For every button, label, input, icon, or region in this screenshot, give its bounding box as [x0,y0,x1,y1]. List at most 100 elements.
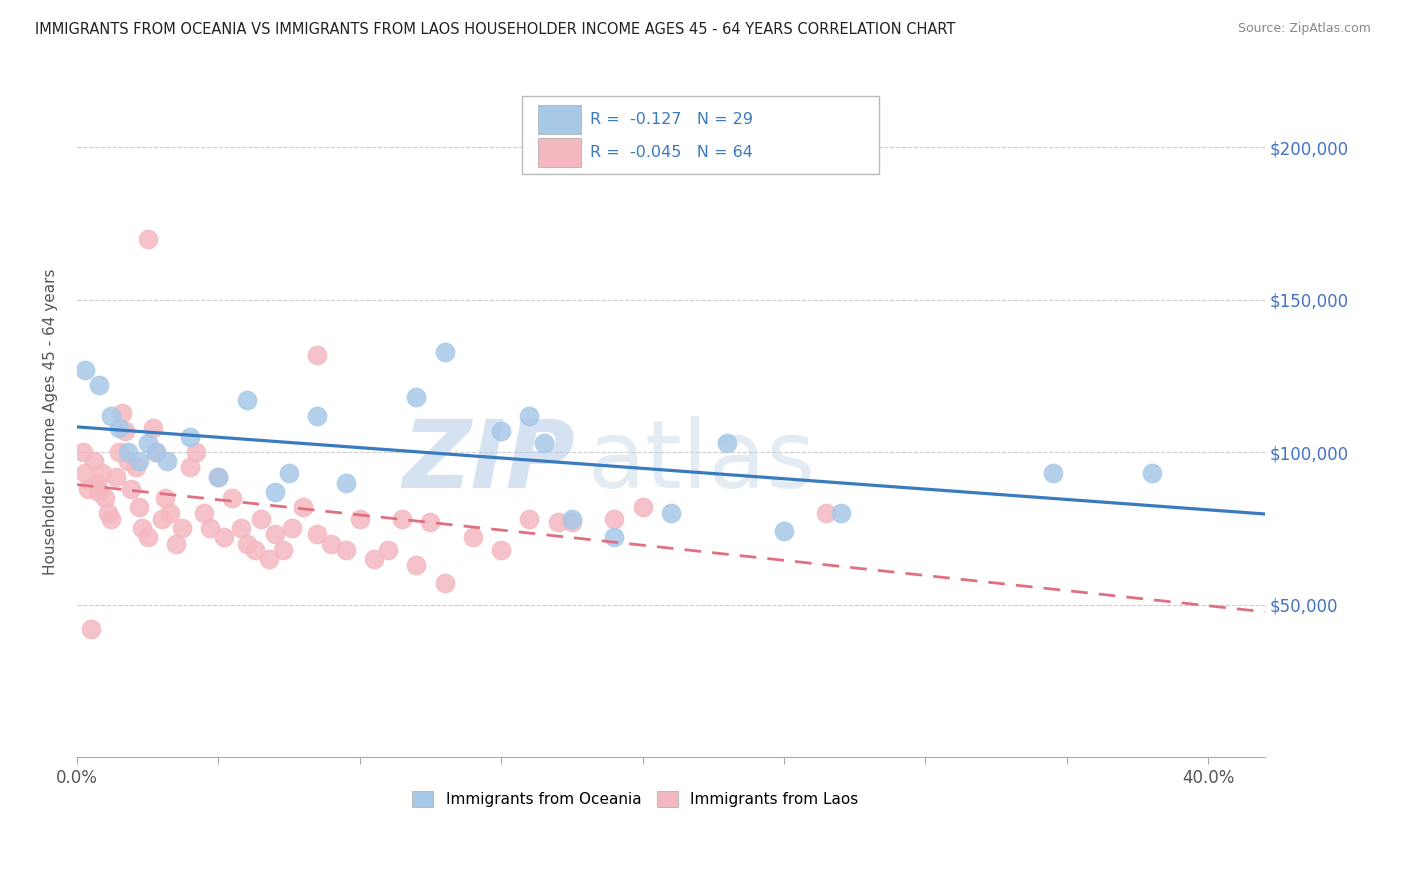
Point [86,475,108,490]
Point [108,421,131,435]
Point [111,405,134,419]
Point [273,542,295,557]
Point [159,506,181,520]
Point [278,467,301,481]
Point [136,531,159,545]
Point [150,512,173,526]
Point [165,536,187,550]
Point [335,475,357,490]
FancyBboxPatch shape [538,138,581,167]
Point [179,430,201,444]
Point [170,521,193,535]
Point [377,542,399,557]
Point [128,454,150,468]
Point [235,393,257,408]
Point [114,424,136,438]
FancyBboxPatch shape [523,96,879,174]
Point [281,521,304,535]
Point [519,512,541,526]
Point [198,521,221,535]
Point [212,531,235,545]
Point [461,531,484,545]
Point [108,445,131,459]
Point [145,445,167,459]
Point [561,512,583,526]
Point [128,500,150,514]
Point [489,542,512,557]
Point [433,576,456,591]
Point [207,469,229,483]
Point [307,409,329,423]
Point [363,551,385,566]
Point [815,506,838,520]
Text: R =  -0.127   N = 29: R = -0.127 N = 29 [591,112,754,127]
Point [179,460,201,475]
Text: atlas: atlas [588,416,815,508]
Point [547,515,569,529]
Y-axis label: Householder Income Ages 45 - 64 years: Householder Income Ages 45 - 64 years [44,268,58,575]
Point [100,512,122,526]
Point [1140,467,1163,481]
Point [221,491,243,505]
Point [184,445,207,459]
Point [433,344,456,359]
Point [207,469,229,483]
Point [156,454,179,468]
Point [659,506,682,520]
Point [72,445,94,459]
Point [120,482,142,496]
Text: R =  -0.045   N = 64: R = -0.045 N = 64 [591,145,754,160]
Point [145,445,167,459]
Point [249,512,271,526]
Point [89,484,111,499]
Point [229,521,252,535]
Point [533,436,555,450]
Point [117,445,139,459]
Point [419,515,441,529]
Point [716,436,738,450]
Point [77,482,100,496]
Point [519,409,541,423]
Point [292,500,315,514]
Point [307,527,329,541]
Point [391,512,413,526]
Point [321,536,343,550]
FancyBboxPatch shape [538,105,581,134]
Point [257,551,280,566]
Text: Source: ZipAtlas.com: Source: ZipAtlas.com [1237,22,1371,36]
Point [603,531,626,545]
Point [561,515,583,529]
Point [89,378,111,392]
Point [75,363,97,377]
Text: IMMIGRANTS FROM OCEANIA VS IMMIGRANTS FROM LAOS HOUSEHOLDER INCOME AGES 45 - 64 : IMMIGRANTS FROM OCEANIA VS IMMIGRANTS FR… [35,22,956,37]
Point [263,484,285,499]
Point [91,467,114,481]
Point [335,542,357,557]
Text: ZIP: ZIP [404,416,576,508]
Point [773,524,796,539]
Point [75,467,97,481]
Point [142,421,165,435]
Point [489,424,512,438]
Point [105,469,128,483]
Point [405,390,427,404]
Point [97,506,120,520]
Point [100,409,122,423]
Point [1042,467,1064,481]
Point [263,527,285,541]
Point [80,622,103,636]
Point [136,232,159,246]
Point [94,491,117,505]
Point [153,491,176,505]
Point [193,506,215,520]
Point [83,454,105,468]
Point [136,436,159,450]
Point [603,512,626,526]
Point [243,542,266,557]
Point [125,460,148,475]
Point [349,512,371,526]
Legend: Immigrants from Oceania, Immigrants from Laos: Immigrants from Oceania, Immigrants from… [406,785,865,813]
Point [131,521,153,535]
Point [830,506,852,520]
Point [307,348,329,362]
